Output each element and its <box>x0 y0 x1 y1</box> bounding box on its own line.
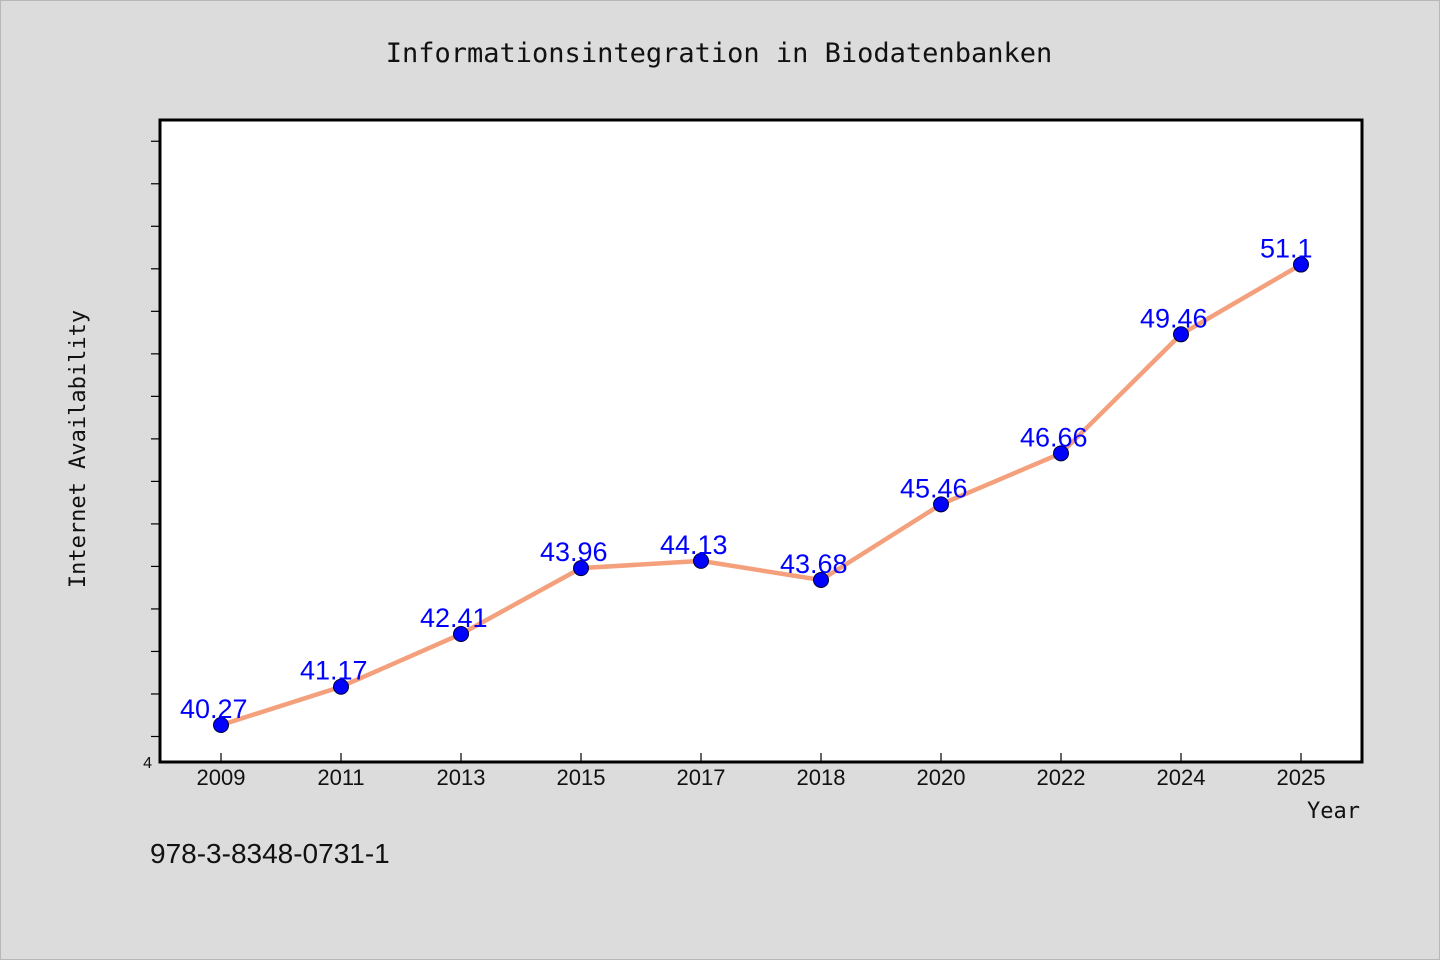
x-tick-label: 2024 <box>1157 765 1206 790</box>
data-point <box>333 678 349 695</box>
data-point <box>693 552 709 569</box>
x-axis-label: Year <box>1307 799 1360 824</box>
data-point <box>1293 256 1309 273</box>
y-tick-label: 4 <box>143 755 152 772</box>
x-tick-label: 2013 <box>437 765 486 790</box>
series-layer <box>213 256 1309 734</box>
data-label: 44.13 <box>660 530 728 560</box>
data-point <box>213 717 229 734</box>
data-point <box>573 560 589 577</box>
x-tick-label: 2018 <box>797 765 846 790</box>
data-label: 41.17 <box>300 656 368 686</box>
x-axis-ticks: 2009 2011 2013 2015 2017 2018 2020 2022 2024 2025 <box>197 753 1326 790</box>
data-labels-layer: 40.27 41.17 42.41 43.96 44.13 43.68 45.46 46.66… <box>180 234 1313 724</box>
data-point <box>1053 445 1069 462</box>
isbn-footer: 978-3-8348-0731-1 <box>150 838 390 869</box>
plot-area <box>158 118 1364 764</box>
x-tick-label: 2022 <box>1037 765 1086 790</box>
data-point <box>813 572 829 589</box>
data-label: 49.46 <box>1140 303 1208 333</box>
data-label: 51.1 <box>1260 234 1313 264</box>
y-axis-label: Internet Availability <box>66 310 91 588</box>
data-label: 45.46 <box>900 473 968 503</box>
chart-title: Informationsintegration in Biodatenbanke… <box>386 38 1052 69</box>
x-tick-label: 2017 <box>677 765 726 790</box>
data-label: 43.96 <box>540 537 608 567</box>
data-label: 40.27 <box>180 694 248 724</box>
data-point <box>453 626 469 643</box>
y-axis-ticks: 4 <box>143 140 160 772</box>
x-tick-label: 2009 <box>197 765 246 790</box>
data-label: 46.66 <box>1020 422 1088 452</box>
data-point <box>933 496 949 513</box>
data-point <box>1173 326 1189 343</box>
x-tick-label: 2020 <box>917 765 966 790</box>
x-tick-label: 2015 <box>557 765 606 790</box>
x-tick-label: 2011 <box>317 765 364 790</box>
series-line <box>218 262 1304 728</box>
data-label: 43.68 <box>780 549 848 579</box>
data-label: 42.41 <box>420 603 488 633</box>
x-tick-label: 2025 <box>1277 765 1326 790</box>
